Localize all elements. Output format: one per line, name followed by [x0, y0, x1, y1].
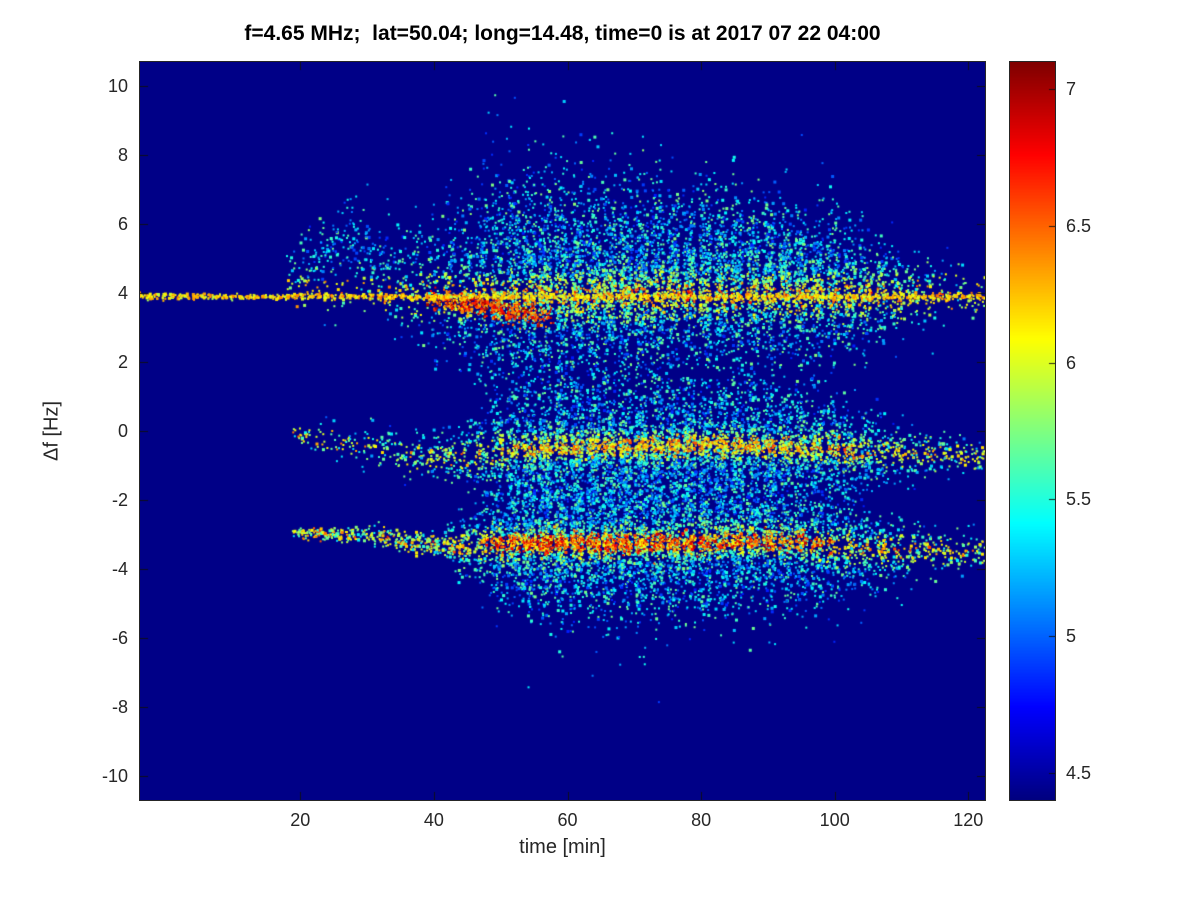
- y-tick-label: 10: [107, 76, 128, 97]
- colorbar-canvas: [1010, 62, 1055, 800]
- colorbar: [1009, 61, 1056, 801]
- y-tick-label: -2: [111, 489, 128, 510]
- x-tick-label: 100: [819, 810, 850, 830]
- y-tick-label: -10: [101, 765, 128, 786]
- x-tick-label: 20: [290, 810, 311, 830]
- y-tick-label: 0: [117, 421, 128, 441]
- y-tick-label: -6: [111, 627, 128, 648]
- y-tick-label: -4: [111, 558, 128, 579]
- y-axis-label: Δf [Hz]: [40, 400, 63, 462]
- chart-title: f=4.65 MHz; lat=50.04; long=14.48, time=…: [244, 22, 881, 45]
- x-tick-label: 120: [953, 810, 984, 830]
- plot-area: [139, 61, 986, 801]
- colorbar-tick-label: 6.5: [1066, 216, 1092, 236]
- colorbar-tick-label: 6: [1066, 352, 1077, 373]
- y-tick-label: -8: [111, 696, 128, 717]
- spectrogram-canvas: [140, 62, 985, 800]
- colorbar-tick-label: 5.5: [1066, 489, 1092, 510]
- x-tick-label: 40: [423, 810, 444, 830]
- colorbar-tick-label: 5: [1066, 626, 1077, 646]
- y-tick-label: 4: [117, 283, 128, 304]
- colorbar-tick-label: 7: [1066, 79, 1077, 100]
- x-axis-label: time [min]: [519, 836, 606, 858]
- colorbar-tick-label: 4.5: [1066, 762, 1092, 783]
- y-tick-label: 2: [117, 352, 128, 373]
- x-tick-label: 80: [691, 810, 712, 830]
- y-tick-label: 8: [117, 145, 128, 166]
- y-tick-label: 6: [117, 214, 128, 235]
- x-tick-label: 60: [557, 810, 578, 830]
